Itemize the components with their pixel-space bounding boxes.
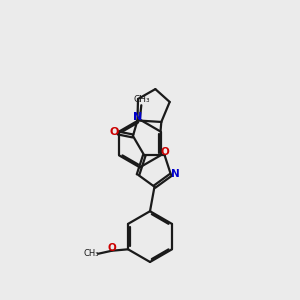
Text: CH₃: CH₃	[84, 249, 99, 258]
Text: O: O	[108, 243, 117, 254]
Text: O: O	[110, 128, 119, 137]
Text: N: N	[133, 112, 142, 122]
Text: N: N	[171, 169, 179, 179]
Text: O: O	[161, 146, 170, 157]
Text: CH₃: CH₃	[133, 95, 150, 104]
